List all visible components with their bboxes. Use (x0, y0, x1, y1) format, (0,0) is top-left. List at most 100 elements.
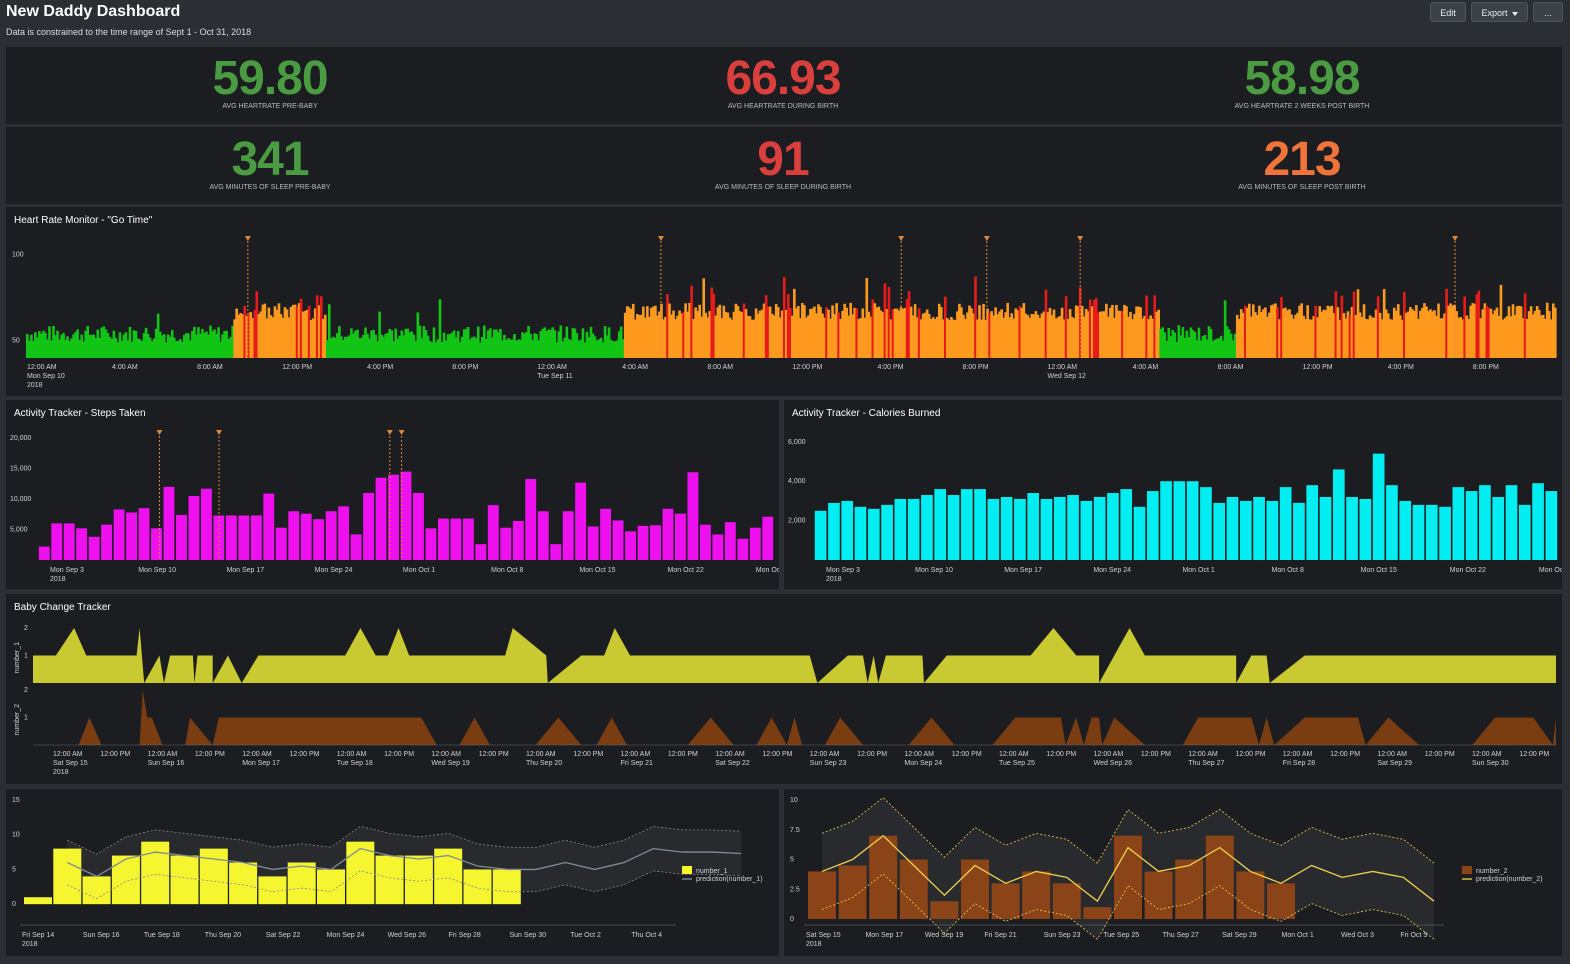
heart-rate-bar (1531, 314, 1535, 358)
heart-rate-bar (1080, 305, 1084, 358)
heart-rate-bar (889, 319, 893, 358)
x-tick-label: 12:00 AM (1048, 364, 1078, 371)
heart-rate-bar (1360, 316, 1364, 358)
area-series (33, 628, 1556, 683)
heart-rate-bar (621, 339, 625, 358)
annotation-marker-icon (386, 430, 393, 435)
edit-button[interactable]: Edit (1430, 2, 1466, 22)
x-tick-label: Mon Oct 29 (756, 567, 779, 574)
legend-label: number_2 (1476, 868, 1508, 875)
forecast-chart-1[interactable]: 15 10 5 0 Fri Sep 14 2018 Sun Sep 16 Tue Sep 18… (6, 789, 779, 956)
bar (163, 486, 175, 560)
heart-rate-bar (921, 313, 925, 358)
heart-rate-bar (1547, 311, 1551, 358)
x-tick-label: Tue Sep 18 (337, 760, 373, 767)
x-tick-label: Mon Oct 8 (1272, 567, 1304, 574)
heart-rate-bar (233, 319, 236, 358)
heart-rate-bar (1203, 334, 1207, 358)
heart-rate-bar (1211, 340, 1215, 358)
heart-rate-bar (452, 330, 456, 358)
heart-rate-bar (440, 342, 444, 358)
heart-rate-bar (1268, 312, 1271, 358)
bar (1386, 485, 1398, 560)
heart-rate-bar (1463, 296, 1467, 358)
bar (1186, 481, 1199, 560)
heart-rate-bar (925, 309, 929, 358)
x-tick-label: Mon Sep 24 (1093, 567, 1131, 574)
heart-rate-bar (958, 303, 961, 358)
heart-rate-bar (867, 311, 871, 358)
heart-rate-bar (1256, 314, 1259, 358)
heart-rate-bar (1338, 319, 1342, 358)
heart-rate-bar (593, 336, 597, 358)
heart-rate-bar (28, 340, 31, 358)
heart-rate-bar (1117, 310, 1120, 358)
heart-rate-bar (323, 314, 327, 358)
heart-rate-bar (519, 339, 522, 358)
heart-rate-bar (319, 296, 323, 358)
calories-chart[interactable]: 6,000 4,000 2,000 Mon Sep 3 2018 Mon Sep 10 Mo… (784, 400, 1562, 589)
export-button[interactable]: Export (1471, 2, 1528, 22)
heart-rate-bar (527, 325, 530, 358)
heart-rate-bar (891, 309, 895, 358)
steps-chart[interactable]: 20,000 15,000 10,000 5,000 Mon Sep 3 2018 Mon … (6, 400, 779, 589)
annotation-marker-icon (398, 430, 405, 435)
heart-rate-bar (1441, 318, 1444, 358)
bar (462, 518, 474, 560)
x-tick-label: 12:00 AM (904, 751, 934, 758)
more-button[interactable]: ... (1533, 2, 1563, 22)
heart-rate-bar (821, 313, 824, 358)
x-tick-label: Sun Sep 30 (509, 932, 546, 939)
heart-rate-bar (436, 339, 440, 358)
bar (712, 534, 724, 560)
x-tick-label: Fri Sep 28 (1283, 760, 1315, 767)
heart-rate-bar (579, 339, 583, 358)
heart-rate-bar (223, 331, 226, 358)
x-tick-label: Sat Sep 22 (715, 760, 750, 767)
heart-rate-bar (1062, 319, 1066, 358)
heart-rate-bar (142, 333, 146, 358)
heart-rate-bar (480, 337, 484, 358)
heart-rate-bar (1499, 284, 1503, 358)
heart-rate-bar (744, 308, 748, 358)
heart-rate-bar (1505, 316, 1509, 358)
heart-rate-bar (956, 311, 959, 358)
heart-rate-bar (1286, 310, 1289, 358)
heart-rate-bar (1348, 315, 1352, 358)
heart-rate-bar (738, 311, 742, 358)
baby-change-panel: Baby Change Tracker 2 1 number_1 2 1 number_2… (6, 594, 1562, 784)
x-tick-label: 4:00 AM (112, 364, 138, 371)
heart-rate-bar (432, 327, 436, 358)
heart-rate-chart[interactable]: 100 50 12:00 AM Mon Sep 10 2018 4:00 AM 8:00 A… (6, 207, 1562, 396)
heart-rate-bar (706, 317, 710, 358)
heart-rate-bar (698, 304, 702, 358)
heart-rate-bar (644, 317, 647, 358)
x-tick-label: Mon Oct 15 (579, 567, 615, 574)
heart-rate-bar (603, 326, 607, 358)
heart-rate-bar (1109, 307, 1112, 358)
bar (1293, 502, 1305, 560)
heart-rate-bar (682, 311, 685, 358)
x-tick-label: Thu Sep 27 (1163, 932, 1199, 939)
bar (38, 546, 50, 560)
heart-rate-bar (181, 341, 184, 358)
heart-rate-bar (44, 332, 47, 358)
bar (1052, 883, 1081, 920)
heart-rate-bar (158, 331, 162, 358)
x-tick-label: 12:00 AM (1094, 751, 1124, 758)
upper-bound-line (821, 797, 1435, 864)
heart-rate-bar (710, 287, 714, 358)
heart-rate-bar (1539, 315, 1543, 358)
heart-rate-bar (1541, 314, 1545, 358)
heart-rate-bar (1306, 305, 1309, 358)
bar (1022, 871, 1051, 920)
heart-rate-bar (780, 310, 784, 358)
heart-rate-bar (1344, 318, 1348, 358)
heart-rate-bar (40, 333, 43, 358)
single-value-label: AVG HEARTRATE PRE-BABY (222, 103, 318, 110)
forecast-chart-2[interactable]: 10 7.5 5 2.5 0 Sat Sep 15 2018 Mon Sep 17 Wed Se… (784, 789, 1562, 956)
y-tick-label: 15 (12, 797, 20, 804)
heart-rate-bar (1159, 328, 1163, 358)
heart-rate-bar (64, 339, 67, 358)
